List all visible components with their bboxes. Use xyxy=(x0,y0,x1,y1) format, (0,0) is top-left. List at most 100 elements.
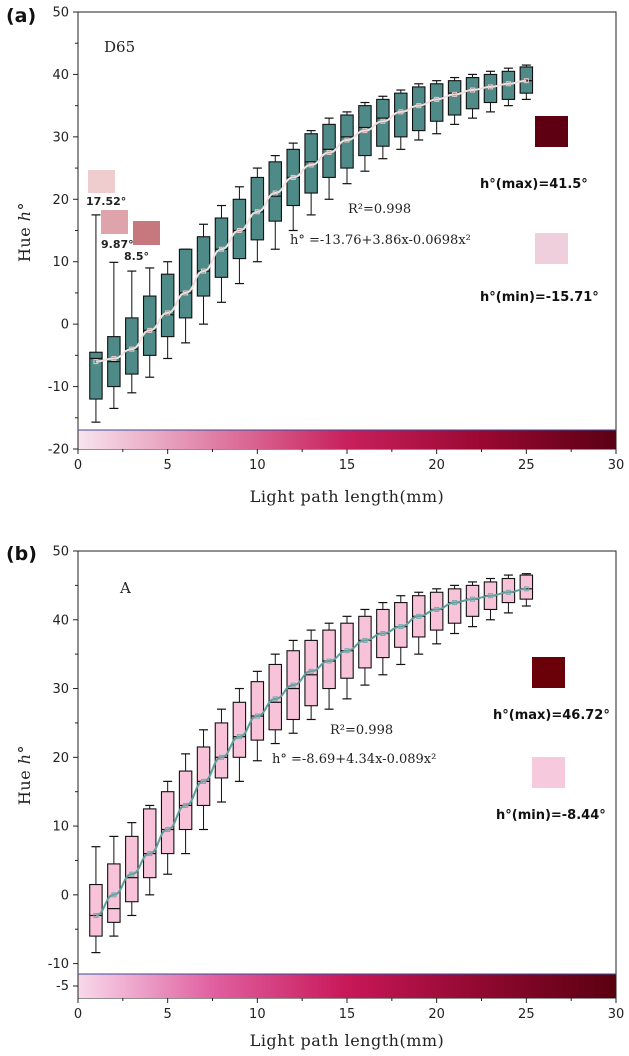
panel-b-color-gradient-bar xyxy=(78,974,616,998)
panel-a-mean-marker xyxy=(470,87,476,93)
panel-a-mean-marker xyxy=(218,246,224,252)
panel-a-y-tick-label: 20 xyxy=(52,193,69,208)
box-iqr xyxy=(178,248,193,319)
panel-b-box-13 xyxy=(304,629,318,721)
panel-b-mean-marker xyxy=(111,892,117,898)
panel-a-mean-marker xyxy=(487,84,493,90)
panel-b-box-17 xyxy=(376,601,390,676)
panel-b-fit-curve xyxy=(95,587,527,917)
panel-a-box-12 xyxy=(286,142,300,232)
panel-a-box-14 xyxy=(322,117,336,200)
panel-b-box-2 xyxy=(107,835,121,937)
panel-a-x-tick-label: 15 xyxy=(339,458,356,473)
panel-b-swatch-max-label: h°(max)=46.72° xyxy=(493,708,610,723)
panel-b: (b) -10 0 10 20 30 40 50 -5 0 5 10 15 20 25 30 A R²=0… xyxy=(6,543,624,1050)
panel-a-box-20 xyxy=(429,80,444,135)
panel-a-box-13 xyxy=(304,130,318,216)
panel-b-mean-marker xyxy=(183,802,189,808)
panel-b-x-tick-label: 10 xyxy=(249,1007,266,1022)
panel-a-y-tick-label: 30 xyxy=(52,130,69,145)
box-iqr xyxy=(447,588,462,624)
panel-b-y-ticks: -10 0 10 20 30 40 50 -5 xyxy=(48,545,78,994)
box-iqr xyxy=(160,273,175,338)
panel-a-illuminant: D65 xyxy=(104,38,135,56)
panel-b-box-7 xyxy=(196,729,211,831)
panel-b-x-tick-label: 30 xyxy=(608,1007,625,1022)
panel-a-equation: h° =-13.76+3.86x-0.0698x² xyxy=(290,233,471,248)
box-iqr xyxy=(160,791,175,855)
panel-a-y-ticks: -20 -10 0 10 20 30 40 50 xyxy=(48,6,78,458)
panel-b-mean-marker xyxy=(380,631,386,637)
panel-b-y-tick-label: 0 xyxy=(61,888,69,903)
panel-a-mean-marker xyxy=(129,346,135,352)
panel-a-box-15 xyxy=(340,111,354,185)
panel-a-mean-marker xyxy=(505,81,511,87)
panel-b-mean-marker xyxy=(290,682,296,688)
panel-a-mean-markers xyxy=(93,78,529,365)
panel-a-x-axis-label: Light path length(mm) xyxy=(250,487,445,506)
panel-a-box-3 xyxy=(125,270,139,394)
panel-a-y-tick-label: 40 xyxy=(52,68,69,83)
panel-b-mean-marker xyxy=(452,600,458,606)
box-iqr xyxy=(447,80,462,116)
box-iqr xyxy=(232,701,247,758)
panel-a-mean-marker xyxy=(434,96,440,102)
panel-b-x-ticks: 0 5 10 15 20 25 30 xyxy=(74,998,624,1022)
panel-a-mean-marker xyxy=(147,327,153,333)
panel-b-mean-marker xyxy=(308,668,314,674)
panel-a-box-22 xyxy=(465,73,480,119)
panel-b-swatch-max xyxy=(532,657,565,688)
panel-a-mean-marker xyxy=(398,109,404,115)
panel-a-r2: R²=0.998 xyxy=(348,202,411,217)
panel-a-box-4 xyxy=(142,267,157,378)
panel-a-label: (a) xyxy=(6,5,36,27)
panel-b-x-tick-label: 25 xyxy=(518,1007,535,1022)
panel-a-x-tick-label: 30 xyxy=(608,458,625,473)
box-iqr xyxy=(196,236,211,297)
panel-b-y-tick-label: 50 xyxy=(52,545,69,560)
panel-a-swatch-max xyxy=(535,116,568,147)
panel-a-mean-marker xyxy=(272,190,278,196)
panel-b-box-4 xyxy=(142,804,157,896)
panel-b-swatch-min-label: h°(min)=-8.44° xyxy=(496,808,606,823)
panel-a-mini-swatch-3-label: 8.5° xyxy=(124,250,149,263)
panel-a-mean-marker xyxy=(416,103,422,109)
panel-a-y-tick-label: 0 xyxy=(61,318,69,333)
panel-a-mean-marker xyxy=(380,118,386,124)
panel-b-box-23 xyxy=(483,577,498,621)
panel-b-mean-marker xyxy=(344,648,350,654)
box-iqr xyxy=(394,92,408,138)
panel-b-box-14 xyxy=(322,622,336,710)
box-iqr xyxy=(519,66,534,94)
box-iqr xyxy=(142,295,157,356)
panel-a-box-11 xyxy=(268,154,283,250)
panel-a-x-tick-label: 0 xyxy=(74,458,82,473)
panel-b-x-tick-label: 0 xyxy=(74,1007,82,1022)
box-iqr xyxy=(142,808,157,879)
panel-b-box-15 xyxy=(340,615,354,700)
panel-a-mean-marker xyxy=(326,149,332,155)
panel-a: (a) -20 -10 0 10 20 30 40 50 0 5 10 15 20 25 30 D65 R… xyxy=(6,5,624,506)
panel-a-mean-marker xyxy=(452,91,458,97)
panel-b-swatch-min xyxy=(532,757,565,788)
panel-b-mean-marker xyxy=(272,696,278,702)
box-iqr xyxy=(125,835,139,903)
panel-b-mean-markers xyxy=(93,586,529,918)
panel-b-y-tick-label: 40 xyxy=(52,613,69,628)
panel-b-r2: R²=0.998 xyxy=(330,723,393,738)
panel-b-equation: h° =-8.69+4.34x-0.089x² xyxy=(272,752,436,767)
panel-a-mini-swatch-1-label: 17.52° xyxy=(86,195,126,208)
panel-a-mini-swatch-3 xyxy=(133,221,160,245)
panel-a-swatch-min xyxy=(535,233,568,264)
panel-a-x-tick-label: 25 xyxy=(518,458,535,473)
box-iqr xyxy=(429,83,444,122)
panel-b-x-tick-label: 20 xyxy=(428,1007,445,1022)
panel-b-mean-marker xyxy=(165,827,171,833)
panel-a-mean-marker xyxy=(290,174,296,180)
panel-a-mean-marker xyxy=(236,228,242,233)
panel-a-mean-marker xyxy=(111,355,117,361)
panel-a-box-19 xyxy=(411,83,426,141)
panel-b-mean-marker xyxy=(218,754,224,760)
panel-a-mean-marker xyxy=(362,128,368,134)
